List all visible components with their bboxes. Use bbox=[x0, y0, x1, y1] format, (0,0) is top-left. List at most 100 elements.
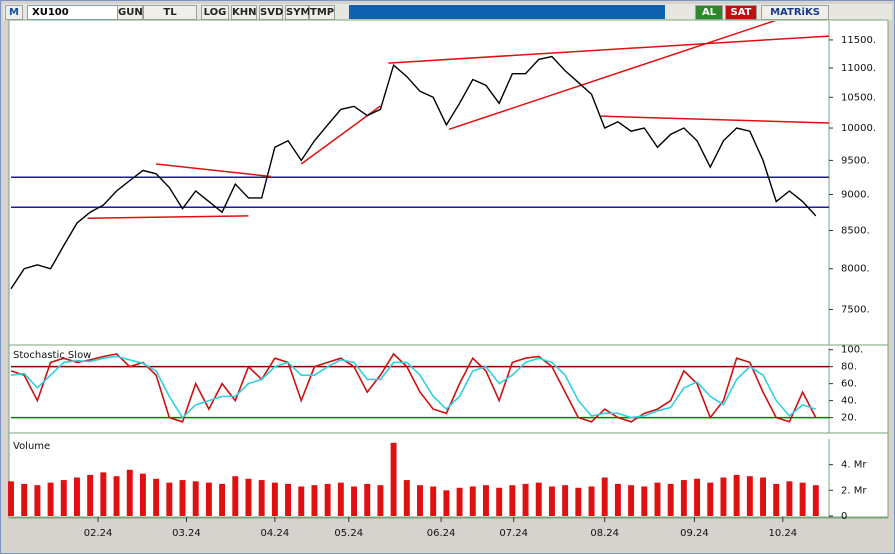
title-strip bbox=[349, 5, 665, 19]
volume-bar bbox=[562, 485, 569, 516]
volume-bar bbox=[100, 472, 107, 516]
volume-bar bbox=[588, 486, 595, 516]
volume-bar bbox=[601, 477, 608, 516]
volume-bar bbox=[351, 486, 358, 516]
volume-bar bbox=[773, 483, 780, 516]
x-tick-label: 09.24 bbox=[680, 528, 709, 539]
panel-bg bbox=[8, 19, 889, 519]
volume-bar bbox=[73, 477, 80, 516]
trend-line bbox=[388, 35, 829, 64]
volume-bar bbox=[654, 482, 661, 516]
volume-bar bbox=[87, 474, 94, 516]
volume-bar bbox=[469, 486, 476, 516]
y-tick-label: 7500. bbox=[841, 304, 870, 315]
panel-title: Volume bbox=[13, 441, 50, 452]
volume-bar bbox=[377, 485, 384, 516]
volume-bar bbox=[192, 481, 199, 516]
y-tick-label: 20. bbox=[841, 413, 857, 424]
volume-bar bbox=[509, 485, 516, 516]
x-tick-label: 03.24 bbox=[172, 528, 201, 539]
volume-bar bbox=[179, 480, 186, 516]
volume-bar bbox=[443, 490, 450, 516]
volume-bar bbox=[680, 480, 687, 516]
x-tick-label: 05.24 bbox=[334, 528, 363, 539]
volume-bar bbox=[760, 477, 767, 516]
volume-bar bbox=[733, 474, 740, 516]
trend-line bbox=[600, 115, 829, 124]
volume-bar bbox=[575, 487, 582, 516]
series-line bbox=[10, 355, 817, 419]
volume-bar bbox=[812, 485, 819, 516]
y-tick-label: 10000. bbox=[841, 123, 876, 134]
y-tick-label: 10500. bbox=[841, 92, 876, 103]
toolbar-button[interactable]: KHN bbox=[231, 5, 257, 20]
volume-bar bbox=[786, 481, 793, 516]
volume-bar bbox=[8, 481, 14, 516]
trend-line bbox=[448, 21, 777, 131]
y-tick-label: 0 bbox=[841, 511, 847, 522]
volume-bar bbox=[166, 482, 173, 516]
volume-bar bbox=[430, 486, 437, 516]
volume-bar bbox=[60, 480, 67, 516]
status-strip bbox=[9, 539, 888, 551]
volume-bar bbox=[456, 487, 463, 516]
trend-line bbox=[87, 215, 249, 219]
volume-bar bbox=[746, 476, 753, 516]
panel-title: Stochastic Slow bbox=[13, 350, 91, 361]
volume-bar bbox=[311, 485, 318, 516]
y-tick-label: 40. bbox=[841, 396, 857, 407]
volume-bar bbox=[126, 469, 133, 516]
volume-bar bbox=[21, 483, 28, 516]
volume-bar bbox=[548, 486, 555, 516]
y-tick-label: 4. Mr bbox=[841, 460, 867, 471]
volume-bar bbox=[219, 483, 226, 516]
y-tick-label: 11500. bbox=[841, 35, 876, 46]
volume-bar bbox=[113, 476, 120, 516]
volume-bar bbox=[720, 477, 727, 516]
y-tick-label: 11000. bbox=[841, 63, 876, 74]
volume-bar bbox=[47, 482, 54, 516]
x-tick-label: 07.24 bbox=[499, 528, 528, 539]
volume-bar bbox=[285, 483, 292, 516]
volume-bar bbox=[522, 483, 529, 516]
volume-bar bbox=[139, 473, 146, 516]
trend-line bbox=[156, 163, 271, 178]
volume-bar bbox=[324, 483, 331, 516]
volume-bar bbox=[694, 478, 701, 516]
series-line bbox=[10, 55, 817, 290]
volume-bar bbox=[34, 485, 41, 516]
brand: MATRiKS bbox=[761, 5, 829, 20]
y-tick-label: 8500. bbox=[841, 226, 870, 237]
volume-bar bbox=[337, 482, 344, 516]
y-tick-label: 100. bbox=[841, 345, 863, 356]
volume-bar bbox=[245, 478, 252, 516]
volume-bar bbox=[271, 482, 278, 516]
y-tick-label: 9500. bbox=[841, 155, 870, 166]
volume-bar bbox=[364, 483, 371, 516]
volume-bar bbox=[667, 483, 674, 516]
volume-bar bbox=[390, 442, 397, 516]
volume-bar bbox=[153, 478, 160, 516]
volume-bar bbox=[298, 486, 305, 516]
volume-bar bbox=[258, 480, 265, 516]
volume-bar bbox=[496, 487, 503, 516]
volume-bar bbox=[614, 483, 621, 516]
volume-bar bbox=[417, 485, 423, 516]
volume-bar bbox=[707, 482, 714, 516]
y-tick-label: 2. Mr bbox=[841, 485, 867, 496]
x-tick-label: 04.24 bbox=[261, 528, 290, 539]
volume-bar bbox=[403, 480, 410, 516]
x-tick-label: 06.24 bbox=[427, 528, 456, 539]
toolbar: M XU100 GUN TL LOG KHN SVD SYM TMP AL SAT MATR… bbox=[3, 4, 892, 20]
y-tick-label: 9000. bbox=[841, 189, 870, 200]
x-tick-label: 02.24 bbox=[84, 528, 113, 539]
volume-bar bbox=[535, 482, 542, 516]
volume-bar bbox=[628, 485, 635, 516]
y-tick-label: 60. bbox=[841, 379, 857, 390]
y-tick-label: 8000. bbox=[841, 264, 870, 275]
volume-bar bbox=[482, 485, 489, 516]
volume-bar bbox=[799, 482, 806, 516]
volume-bar bbox=[205, 482, 212, 516]
